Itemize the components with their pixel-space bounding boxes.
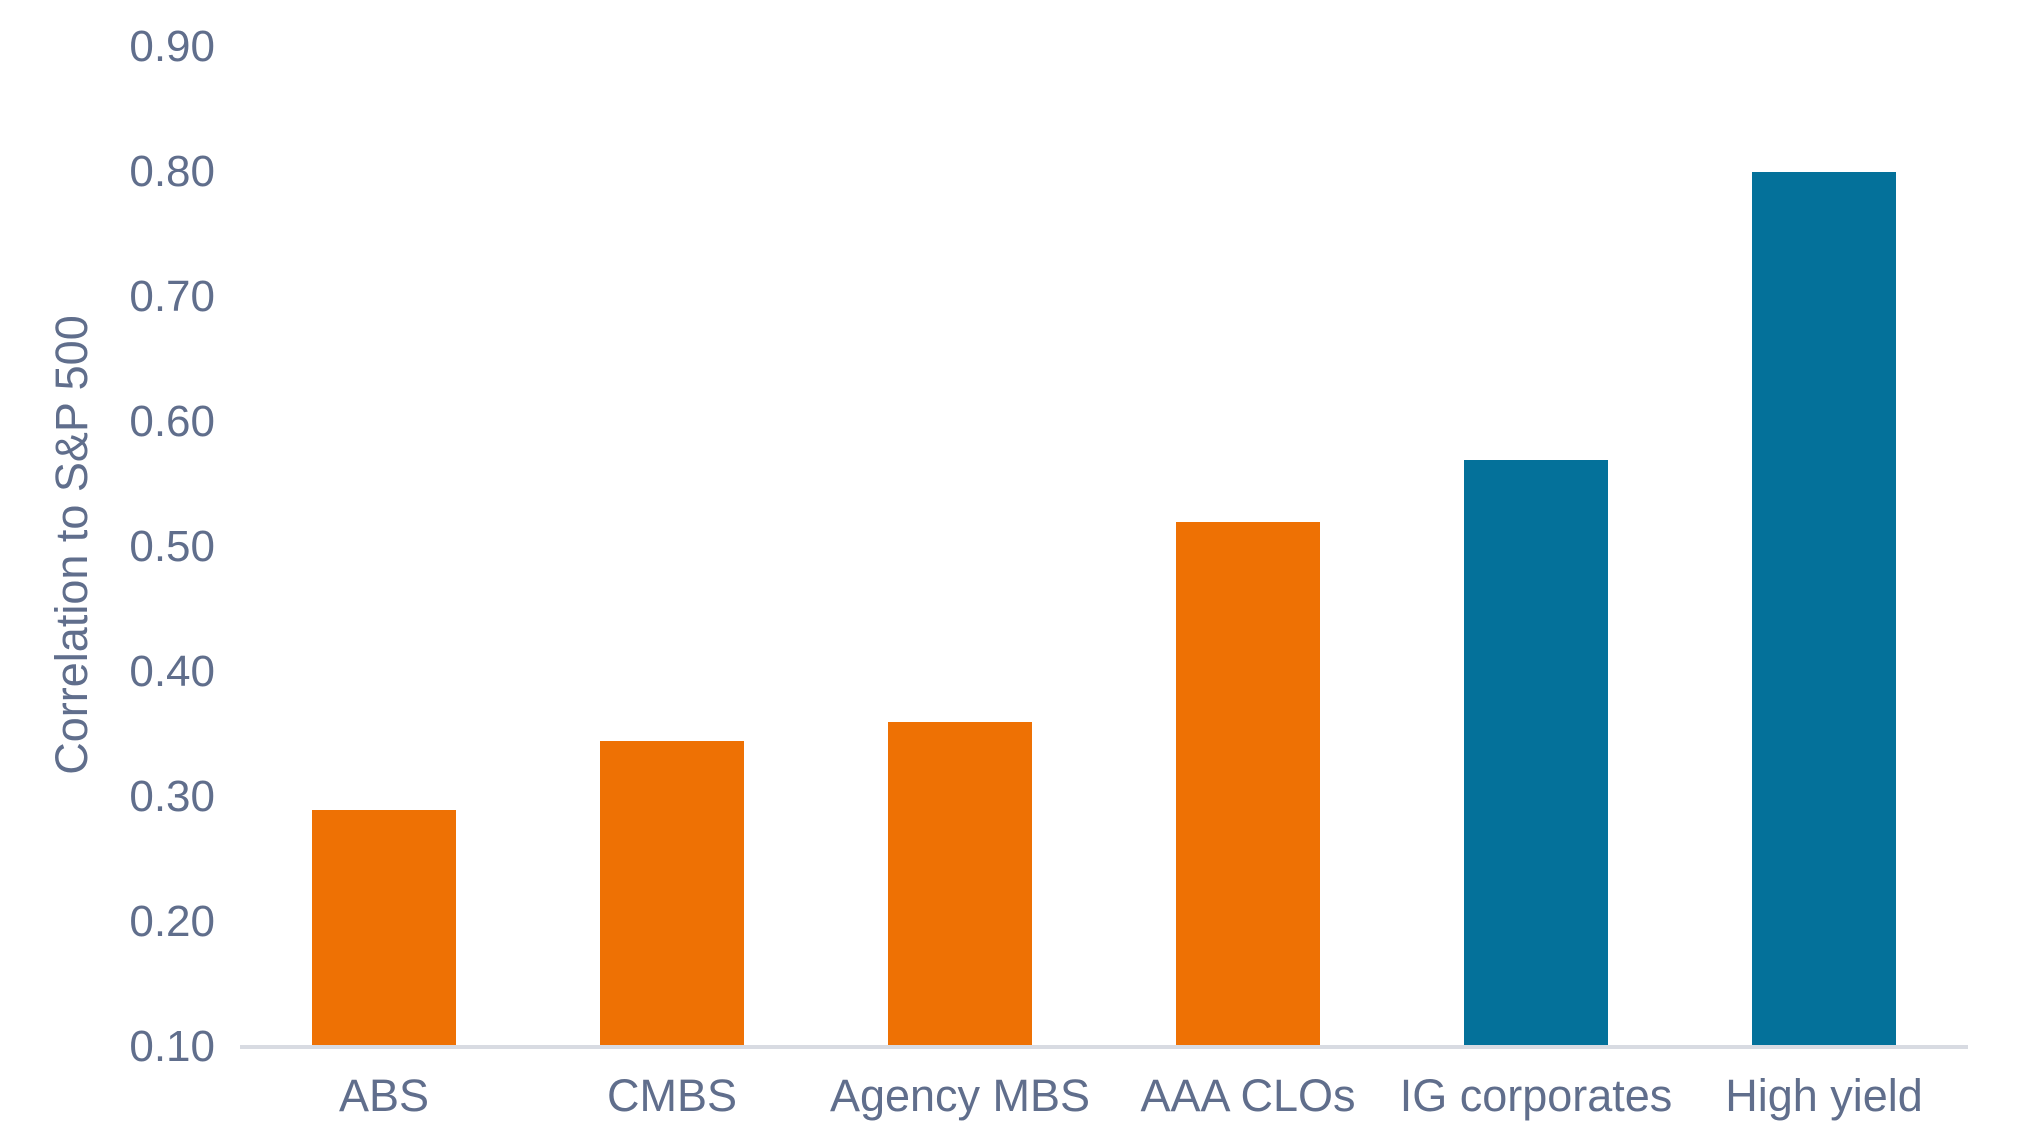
- y-tick-label: 0.40: [129, 647, 215, 696]
- x-axis-line: [240, 1045, 1968, 1049]
- bar-ig-corporates: [1464, 459, 1608, 1047]
- x-category-label-ig-corporates: IG corporates: [1399, 1070, 1673, 1121]
- x-category-label-cmbs: CMBS: [606, 1070, 738, 1121]
- bar-aaa-clos: [1176, 522, 1320, 1047]
- y-tick-label: 0.50: [129, 522, 215, 571]
- y-tick-label: 0.80: [129, 147, 215, 196]
- x-category-label-high-yield: High yield: [1725, 1070, 1923, 1121]
- x-category-label-agency-mbs: Agency MBS: [829, 1070, 1091, 1121]
- bar-agency-mbs: [888, 722, 1032, 1047]
- y-tick-label: 0.90: [129, 22, 215, 71]
- bar-cmbs: [600, 740, 744, 1047]
- x-category-label-abs: ABS: [338, 1070, 430, 1121]
- y-tick-label: 0.10: [129, 1022, 215, 1071]
- x-category-label-aaa-clos: AAA CLOs: [1140, 1070, 1356, 1121]
- bar-high-yield: [1752, 172, 1896, 1047]
- y-tick-label: 0.30: [129, 772, 215, 821]
- y-tick-label: 0.20: [129, 897, 215, 946]
- y-tick-label: 0.60: [129, 397, 215, 446]
- y-tick-label: 0.70: [129, 272, 215, 321]
- bar-abs: [312, 809, 456, 1047]
